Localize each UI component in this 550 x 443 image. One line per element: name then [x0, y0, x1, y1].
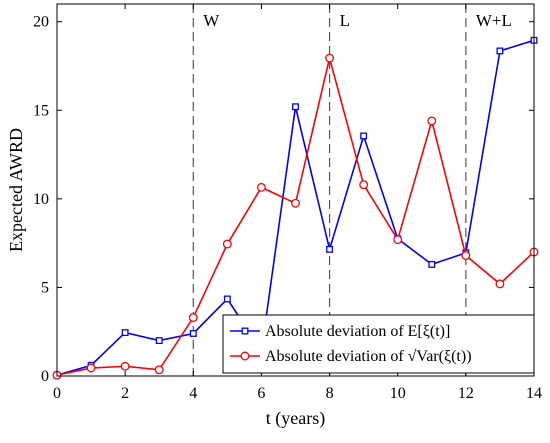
- data-point: [461, 251, 471, 260]
- legend-marker: [241, 327, 249, 335]
- data-point: [393, 235, 403, 245]
- event-label: W: [203, 11, 220, 30]
- y-axis-label: Expected AWRD: [6, 128, 26, 252]
- legend-box: [222, 314, 535, 374]
- y-tick-label: 20: [33, 14, 49, 31]
- data-point: [155, 337, 163, 345]
- x-tick-label: 14: [526, 385, 542, 402]
- data-point: [188, 313, 198, 322]
- data-point: [154, 365, 164, 375]
- y-tick-label: 15: [33, 102, 49, 119]
- data-point: [120, 361, 130, 371]
- data-point: [86, 363, 96, 373]
- data-point: [189, 330, 197, 337]
- data-point: [292, 103, 299, 111]
- x-axis-label: t (years): [266, 408, 325, 429]
- y-axis: 0 5 10 15 20: [33, 14, 534, 385]
- data-point: [359, 180, 369, 190]
- x-tick-label: 0: [53, 385, 61, 402]
- y-tick-label: 10: [33, 191, 49, 208]
- event-annotations: W L W+L: [203, 11, 512, 30]
- x-tick-label: 12: [458, 385, 474, 402]
- y-tick-label: 5: [41, 279, 49, 296]
- series-layer: [52, 36, 539, 380]
- data-point: [427, 116, 437, 126]
- event-label: W+L: [476, 11, 512, 30]
- y-tick-label: 0: [41, 368, 49, 385]
- legend: Absolute deviation of E[ξ(t)] Absolute de…: [222, 314, 535, 374]
- legend-label: Absolute deviation of E[ξ(t)]: [265, 323, 450, 340]
- x-tick-label: 4: [189, 385, 197, 402]
- data-point: [223, 295, 231, 303]
- legend-label: Absolute deviation of √Var(ξ(t)): [265, 348, 472, 365]
- data-point: [121, 329, 129, 337]
- data-point: [222, 239, 232, 249]
- data-point: [428, 260, 436, 268]
- x-tick-label: 6: [257, 385, 265, 402]
- series-2: [52, 53, 539, 380]
- data-point: [256, 182, 266, 192]
- data-point: [360, 132, 368, 140]
- event-label: L: [340, 11, 350, 30]
- data-point: [495, 279, 505, 289]
- data-point: [326, 245, 334, 253]
- x-tick-label: 10: [390, 385, 406, 402]
- x-tick-label: 8: [326, 385, 334, 402]
- x-tick-label: 2: [121, 385, 129, 402]
- data-point: [325, 53, 335, 63]
- data-point: [496, 47, 504, 55]
- plot-frame: [56, 3, 535, 377]
- data-point: [291, 198, 300, 208]
- x-axis: 0 2 4 6 8 10 12 14: [53, 4, 542, 402]
- plot-background: [57, 4, 534, 376]
- legend-marker: [240, 351, 250, 361]
